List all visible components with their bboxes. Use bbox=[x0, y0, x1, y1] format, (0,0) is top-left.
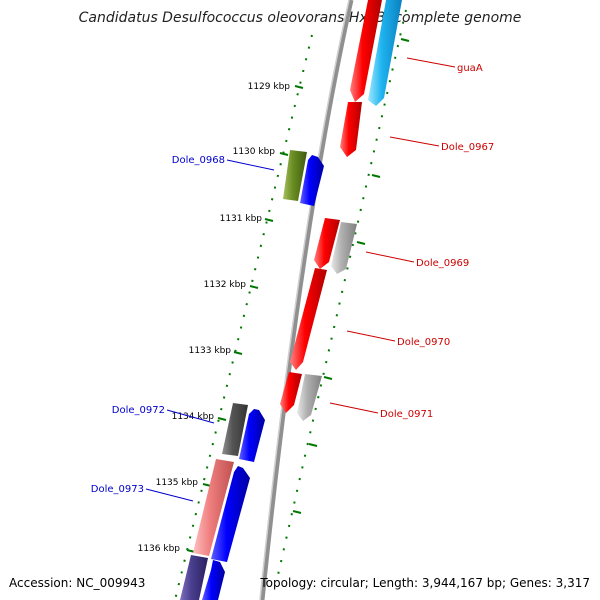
plus-major-ticks bbox=[292, 38, 410, 514]
gene-dole-0967[interactable] bbox=[340, 102, 362, 157]
genome-backbone bbox=[259, 0, 354, 600]
gene-dole-0972[interactable] bbox=[222, 403, 248, 456]
gene-red-top[interactable] bbox=[350, 0, 382, 102]
gene-blue-bottom bbox=[202, 560, 225, 600]
gene-dole-0969[interactable] bbox=[314, 218, 340, 269]
topology-text: Topology: circular; Length: 3,944,167 bp… bbox=[260, 576, 590, 590]
label-dole-0969[interactable]: Dole_0969 bbox=[416, 258, 469, 269]
gene-dole-0968-blue[interactable] bbox=[300, 155, 324, 206]
label-guaA[interactable]: guaA bbox=[457, 63, 483, 74]
plus-strand-genes bbox=[280, 0, 402, 421]
gene-labels: guaA Dole_0967 Dole_0968 Dole_0969 Dole_… bbox=[91, 63, 494, 495]
map-title: Candidatus Desulfococcus oleovorans Hxd3… bbox=[79, 10, 522, 26]
gene-dole-0971[interactable] bbox=[280, 372, 302, 413]
tick-label-1135: 1135 kbp bbox=[156, 478, 199, 488]
label-leaders bbox=[145, 57, 456, 502]
genome-backbone-highlight bbox=[259, 0, 350, 600]
tick-label-1133: 1133 kbp bbox=[189, 346, 232, 356]
tick-label-1129: 1129 kbp bbox=[248, 82, 291, 92]
gene-dole-0968[interactable] bbox=[283, 150, 307, 201]
gene-dole-0970[interactable] bbox=[290, 268, 327, 370]
gene-dole-0972-blue[interactable] bbox=[239, 409, 265, 462]
label-dole-0973[interactable]: Dole_0973 bbox=[91, 484, 144, 495]
gene-dole-0969-gray bbox=[331, 222, 357, 274]
plus-tick-track bbox=[277, 9, 407, 576]
label-dole-0968[interactable]: Dole_0968 bbox=[172, 155, 225, 166]
gene-purple-bottom bbox=[180, 555, 208, 600]
tick-label-1136: 1136 kbp bbox=[138, 544, 181, 554]
label-dole-0967[interactable]: Dole_0967 bbox=[441, 142, 494, 153]
tick-label-1132: 1132 kbp bbox=[204, 280, 247, 290]
label-dole-0970[interactable]: Dole_0970 bbox=[397, 337, 450, 348]
tick-label-1131: 1131 kbp bbox=[220, 214, 263, 224]
label-dole-0971[interactable]: Dole_0971 bbox=[380, 409, 433, 420]
minus-strand-genes bbox=[180, 150, 324, 600]
gene-dole-0973[interactable] bbox=[193, 459, 234, 556]
accession-text: Accession: NC_009943 bbox=[9, 576, 146, 590]
gene-guaA[interactable] bbox=[368, 0, 402, 106]
label-dole-0972[interactable]: Dole_0972 bbox=[112, 405, 165, 416]
gene-dole-0973-blue[interactable] bbox=[211, 466, 250, 562]
gene-dole-0971-gray bbox=[297, 374, 322, 421]
minus-tick-track bbox=[174, 34, 313, 600]
tick-label-1130: 1130 kbp bbox=[233, 147, 276, 157]
